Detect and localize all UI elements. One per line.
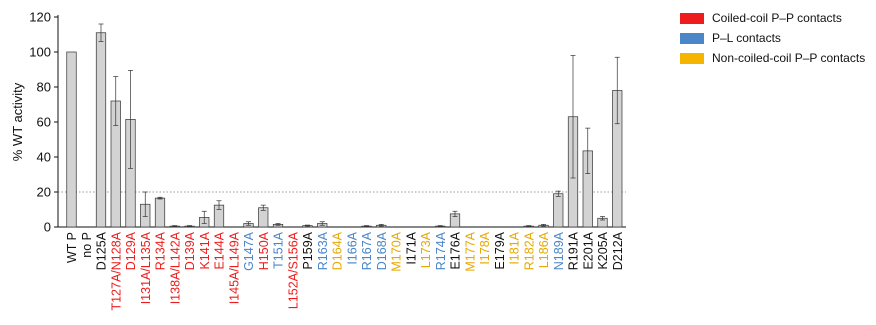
bar (95, 32, 107, 228)
x-tick-label: I178A (478, 231, 492, 264)
x-tick-label: R191A (567, 231, 581, 270)
x-tick-label: I145A/L149A (227, 231, 241, 304)
bar (66, 51, 77, 228)
x-tick-label: R163A (316, 231, 330, 270)
y-tick-label: 120 (29, 10, 51, 25)
x-tick-label: D125A (95, 231, 109, 270)
x-tick-label: R134A (154, 231, 168, 270)
x-tick-label: N189A (552, 231, 566, 270)
x-tick-label: R174A (434, 231, 448, 270)
y-tick-label: 100 (29, 45, 51, 60)
x-tick-label: D164A (331, 231, 345, 270)
x-tick-label: I138A/L142A (168, 231, 182, 304)
legend-item-noncoiled: Non-coiled-coil P–P contacts (680, 48, 865, 68)
x-tick-label: D212A (611, 231, 625, 270)
y-tick-label: 0 (44, 220, 51, 235)
x-tick-label: E144A (213, 231, 227, 269)
y-tick-label: 40 (37, 150, 51, 165)
x-tick-label: M177A (463, 231, 477, 271)
x-tick-label: G147A (242, 231, 256, 271)
x-tick-label: T151A (272, 231, 286, 268)
legend-swatch-pl (680, 32, 704, 44)
bar (154, 197, 166, 228)
x-tick-label: WT P (65, 232, 79, 263)
x-tick-label: E176A (449, 231, 463, 269)
x-tick-label: E201A (581, 231, 595, 269)
legend-item-pl: P–L contacts (680, 28, 865, 48)
x-tick-label: I166A (345, 231, 359, 264)
legend-label-pl: P–L contacts (712, 31, 781, 45)
x-tick-label: T127A/N128A (109, 231, 123, 310)
x-tick-label: I131A/L135A (139, 231, 153, 304)
x-tick-label: M170A (390, 231, 404, 271)
x-tick-label: E179A (493, 231, 507, 269)
y-tick-label: 80 (37, 80, 51, 95)
x-tick-label: R182A (522, 231, 536, 270)
legend-label-noncoiled: Non-coiled-coil P–P contacts (712, 51, 866, 65)
y-tick-label: 60 (37, 115, 51, 130)
y-tick-label: 20 (37, 185, 51, 200)
x-tick-label: D168A (375, 231, 389, 270)
x-tick-label: L152A/S156A (286, 231, 300, 309)
legend-label-coiled: Coiled-coil P–P contacts (712, 11, 842, 25)
x-tick-label: L173A (419, 231, 433, 268)
x-tick-label: P159A (301, 231, 315, 269)
legend-item-coiled: Coiled-coil P–P contacts (680, 8, 865, 28)
x-tick-label: I171A (404, 231, 418, 264)
legend-swatch-coiled (680, 12, 704, 24)
legend-swatch-noncoiled (680, 52, 704, 64)
x-tick-label: K205A (596, 231, 610, 269)
x-tick-label: I181A (508, 231, 522, 264)
x-tick-label: H150A (257, 231, 271, 270)
x-tick-label: K141A (198, 231, 212, 269)
x-tick-label: L186A (537, 231, 551, 268)
y-axis-label: % WT activity (10, 82, 25, 161)
bar (553, 193, 564, 228)
x-tick-label: D129A (124, 231, 138, 270)
x-tick-label: no P (80, 232, 94, 258)
x-tick-label: R167A (360, 231, 374, 270)
x-tick-label: D139A (183, 231, 197, 270)
legend: Coiled-coil P–P contacts P–L contacts No… (680, 8, 865, 68)
